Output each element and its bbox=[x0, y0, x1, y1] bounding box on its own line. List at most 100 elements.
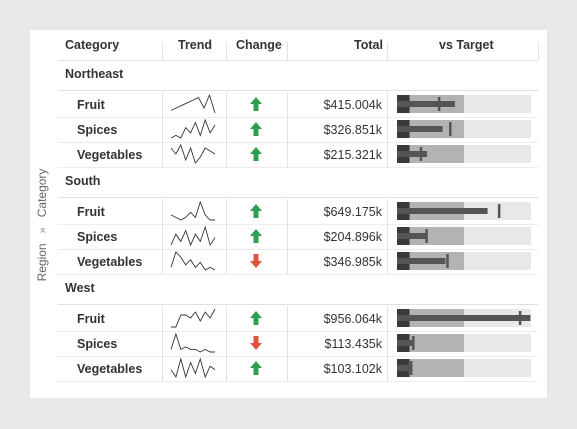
column-divider bbox=[226, 224, 227, 249]
region-axis-label: Region bbox=[35, 243, 49, 282]
column-divider bbox=[387, 306, 388, 331]
row-rule bbox=[58, 331, 538, 332]
target-marker bbox=[409, 361, 413, 375]
header-category[interactable]: Category bbox=[65, 38, 120, 52]
band-mid bbox=[397, 145, 464, 163]
column-divider bbox=[387, 199, 388, 224]
vs-target-bullet bbox=[397, 120, 531, 138]
arrow-shape bbox=[250, 97, 262, 111]
vs-target-bullet bbox=[397, 202, 531, 220]
group-rule bbox=[58, 304, 538, 305]
column-divider bbox=[162, 331, 163, 356]
trend-sparkline bbox=[170, 143, 216, 164]
arrow-up-icon bbox=[250, 361, 262, 375]
target-marker bbox=[437, 97, 441, 111]
arrow-up-icon bbox=[250, 204, 262, 218]
target-marker bbox=[419, 147, 423, 161]
arrow-shape bbox=[250, 229, 262, 243]
arrow-shape bbox=[250, 122, 262, 136]
axis-separator: » bbox=[37, 227, 49, 234]
total-value: $956.064k bbox=[323, 312, 382, 326]
trend-sparkline bbox=[170, 118, 216, 139]
row-rule bbox=[58, 274, 538, 275]
arrow-up-icon bbox=[250, 147, 262, 161]
column-divider bbox=[287, 142, 288, 167]
column-divider bbox=[387, 142, 388, 167]
column-divider bbox=[226, 142, 227, 167]
column-divider bbox=[162, 117, 163, 142]
total-value: $346.985k bbox=[323, 255, 382, 269]
column-divider bbox=[287, 92, 288, 117]
arrow-shape bbox=[250, 311, 262, 325]
column-divider bbox=[162, 92, 163, 117]
trend-sparkline bbox=[171, 308, 216, 328]
arrow-down-icon bbox=[250, 254, 262, 268]
header-rule bbox=[58, 60, 538, 61]
column-divider bbox=[287, 331, 288, 356]
group-rule bbox=[58, 197, 538, 198]
category-cell: Vegetables bbox=[77, 148, 143, 162]
trend-sparkline bbox=[170, 93, 216, 114]
category-cell: Fruit bbox=[77, 312, 105, 326]
actual-bar bbox=[397, 315, 531, 321]
row-rule bbox=[58, 249, 538, 250]
header-vs-target[interactable]: vs Target bbox=[439, 38, 494, 52]
category-cell: Fruit bbox=[77, 205, 105, 219]
arrow-up-icon bbox=[250, 229, 262, 243]
trend-sparkline bbox=[170, 225, 216, 247]
row-rule bbox=[58, 381, 538, 382]
column-divider bbox=[162, 306, 163, 331]
target-marker bbox=[518, 311, 522, 325]
trend-line bbox=[171, 308, 216, 328]
column-divider bbox=[226, 92, 227, 117]
kpi-table-card: Region » Category Category Trend Change To… bbox=[30, 30, 547, 398]
actual-bar bbox=[397, 258, 446, 264]
band-mid bbox=[397, 359, 464, 377]
total-value: $204.896k bbox=[323, 230, 382, 244]
header-divider bbox=[162, 42, 163, 60]
vs-target-bullet bbox=[397, 95, 531, 113]
arrow-down-icon bbox=[250, 336, 262, 350]
row-rule bbox=[58, 117, 538, 118]
actual-bar bbox=[397, 151, 428, 157]
header-change[interactable]: Change bbox=[236, 38, 282, 52]
column-divider bbox=[387, 224, 388, 249]
total-value: $649.175k bbox=[323, 205, 382, 219]
column-divider bbox=[287, 249, 288, 274]
header-divider bbox=[538, 42, 539, 60]
actual-bar bbox=[397, 126, 443, 132]
category-cell: Vegetables bbox=[77, 362, 143, 376]
arrow-shape bbox=[250, 336, 262, 350]
column-divider bbox=[226, 199, 227, 224]
column-divider bbox=[162, 356, 163, 381]
actual-bar bbox=[397, 101, 455, 107]
target-marker bbox=[425, 229, 428, 243]
column-divider bbox=[226, 331, 227, 356]
band-mid bbox=[397, 227, 464, 245]
trend-sparkline bbox=[170, 332, 215, 353]
trend-sparkline bbox=[170, 357, 216, 379]
column-divider bbox=[387, 331, 388, 356]
arrow-shape bbox=[250, 254, 262, 268]
trend-sparkline bbox=[170, 200, 215, 221]
trend-line bbox=[170, 143, 216, 164]
column-divider bbox=[387, 92, 388, 117]
header-total[interactable]: Total bbox=[354, 38, 383, 52]
arrow-shape bbox=[250, 204, 262, 218]
total-value: $215.321k bbox=[323, 148, 382, 162]
header-trend[interactable]: Trend bbox=[178, 38, 213, 52]
vs-target-bullet bbox=[397, 252, 531, 270]
arrow-shape bbox=[250, 147, 262, 161]
category-cell: Spices bbox=[77, 230, 118, 244]
group-title: West bbox=[65, 281, 95, 295]
row-rule bbox=[58, 356, 538, 357]
target-marker bbox=[449, 122, 452, 136]
column-divider bbox=[162, 224, 163, 249]
actual-bar bbox=[397, 365, 412, 371]
category-cell: Spices bbox=[77, 337, 118, 351]
column-divider bbox=[226, 117, 227, 142]
column-divider bbox=[226, 306, 227, 331]
total-value: $113.435k bbox=[324, 337, 382, 351]
column-divider bbox=[162, 249, 163, 274]
column-divider bbox=[287, 199, 288, 224]
